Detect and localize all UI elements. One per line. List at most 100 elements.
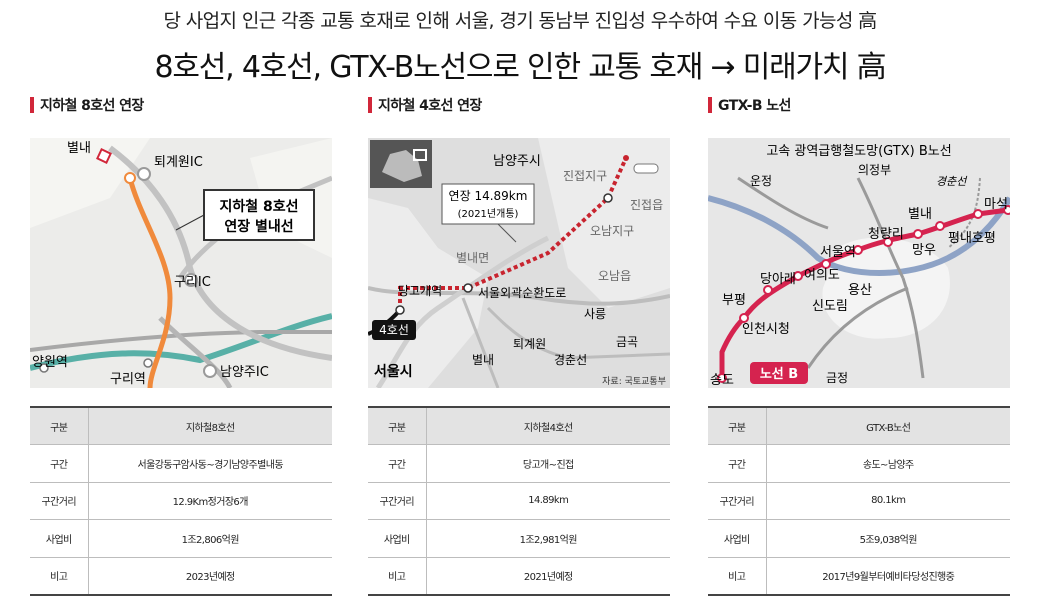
line-b-badge: 노선 B (760, 366, 798, 382)
label-danga: 당아래 (760, 272, 796, 287)
table-cell-key: 비고 (30, 557, 89, 596)
label-cheongnyangni: 청량리 (868, 227, 904, 242)
label-songdo: 송도 (710, 373, 734, 388)
table-header-key: 구분 (30, 406, 89, 446)
table-cell-key: 구간거리 (368, 482, 427, 521)
map-line4: 연장 14.89km (2021년개통) 남양주시 진접지구 진접읍 오남지구 … (368, 138, 670, 388)
table-cell-key: 사업비 (30, 519, 89, 558)
label-maseok: 마석 (984, 197, 1008, 212)
label-mangu: 망우 (912, 243, 936, 258)
table-header-value: 지하철8호선 (88, 406, 332, 446)
table-cell-value: 2023년예정 (88, 557, 332, 596)
table-header-value: GTX-B노선 (766, 406, 1010, 446)
table-row: 비고 2017년9월부터예비타당성진행중 (708, 557, 1010, 596)
panel-title-text: GTX-B 노선 (718, 98, 791, 114)
table-cell-value: 2021년예정 (426, 557, 670, 596)
panel-gtx-b: GTX-B 노선 (708, 94, 1010, 596)
label-guri-ic: 구리IC (174, 275, 211, 290)
table-cell-value: 1조2,981억원 (426, 519, 670, 558)
label-yeouido: 여의도 (804, 268, 840, 283)
panel-title-text: 지하철 8호선 연장 (40, 98, 144, 114)
table-header-key: 구분 (708, 406, 767, 446)
headline-title: 8호선, 4호선, GTX-B노선으로 인한 교통 호재 → 미래가치 高 (154, 50, 887, 85)
table-row: 비고 2023년예정 (30, 557, 332, 596)
table-row: 구간거리 12.9Km정거장6개 (30, 482, 332, 521)
info-table: 구분 지하철8호선 구간 서울강동구암사동~경기남양주별내동 구간거리 12.9… (30, 406, 332, 596)
table-cell-key: 구간거리 (708, 482, 767, 521)
label-uijeongbu: 의정부 (858, 163, 891, 177)
table-cell-value: 1조2,806억원 (88, 519, 332, 558)
table-row: 구간 당고개~진접 (368, 444, 670, 483)
label-onam-eup: 오남읍 (598, 269, 631, 283)
title-accent-bar (708, 97, 712, 113)
table-row: 구간거리 80.1km (708, 482, 1010, 521)
table-cell-key: 비고 (368, 557, 427, 596)
label-onam-jigu: 오남지구 (590, 224, 634, 238)
table-header-value: 지하철4호선 (426, 406, 670, 446)
label-ring-road: 서울외곽순환도로 (478, 286, 566, 300)
label-yangwon: 양원역 (32, 355, 68, 370)
table-cell-key: 구간 (368, 444, 427, 483)
table-row: 사업비 5조9,038억원 (708, 519, 1010, 558)
label-byeolnae: 별내 (908, 207, 932, 222)
table-header-row: 구분 GTX-B노선 (708, 406, 1010, 446)
line4-badge: 4호선 (379, 323, 409, 337)
label-danggogae: 당고개역 (398, 284, 442, 298)
panel-title: 지하철 8호선 연장 (30, 94, 332, 116)
label-byeolnae: 별내 (67, 141, 91, 156)
label-geumjeong: 금정 (826, 371, 848, 385)
label-namyangju-ic: 남양주IC (220, 365, 269, 380)
map-gtx-b: 고속 광역급행철도망(GTX) B노선 운정 의정부 경춘선 마석 별내 평내호… (708, 138, 1010, 388)
table-cell-value: 송도~남양주 (766, 444, 1010, 483)
table-row: 비고 2021년예정 (368, 557, 670, 596)
label-yongsan: 용산 (848, 283, 872, 298)
panel-title: GTX-B 노선 (708, 94, 1010, 116)
table-row: 구간 서울강동구암사동~경기남양주별내동 (30, 444, 332, 483)
table-cell-key: 비고 (708, 557, 767, 596)
table-row: 구간거리 14.89km (368, 482, 670, 521)
label-seoul-station: 서울역 (820, 245, 856, 260)
label-jinjeop-jigu: 진접지구 (563, 169, 607, 183)
label-ujeong: 운정 (750, 174, 772, 188)
label-bupyeong: 부평 (722, 293, 746, 308)
table-cell-value: 5조9,038억원 (766, 519, 1010, 558)
panel-line8: 지하철 8호선 연장 지하철 8호선 연장 별내선 별내 퇴계원IC (30, 94, 332, 596)
label-byeolnae-myeon: 별내면 (456, 251, 489, 265)
extension-opening: (2021년개통) (458, 208, 519, 220)
table-row: 사업비 1조2,806억원 (30, 519, 332, 558)
table-cell-key: 구간 (30, 444, 89, 483)
title-accent-bar (368, 97, 372, 113)
table-cell-value: 당고개~진접 (426, 444, 670, 483)
table-row: 사업비 1조2,981억원 (368, 519, 670, 558)
table-cell-value: 14.89km (426, 482, 670, 521)
panel-title: 지하철 4호선 연장 (368, 94, 670, 116)
callout-line1: 지하철 8호선 (219, 198, 298, 215)
label-sareung: 사릉 (584, 307, 606, 321)
panel-title-text: 지하철 4호선 연장 (378, 98, 482, 114)
label-gyeongchun: 경춘선 (554, 353, 587, 367)
table-cell-value: 80.1km (766, 482, 1010, 521)
panel-line4: 지하철 4호선 연장 연장 14.89km (2021년개통) 남양주시 (368, 94, 670, 596)
label-gyeongchun: 경춘선 (936, 175, 968, 188)
label-pyeongnae-hopyeong: 평내호평 (948, 231, 996, 246)
label-incheon-cityhall: 인천시청 (742, 322, 790, 337)
title-accent-bar (30, 97, 34, 113)
label-sindorim: 신도림 (812, 299, 848, 314)
table-cell-key: 구간거리 (30, 482, 89, 521)
table-cell-key: 사업비 (708, 519, 767, 558)
map-source: 자료: 국토교통부 (602, 376, 666, 387)
label-byeolnae: 별내 (472, 353, 494, 367)
table-header-key: 구분 (368, 406, 427, 446)
info-table: 구분 지하철4호선 구간 당고개~진접 구간거리 14.89km 사업비 1조2… (368, 406, 670, 596)
table-row: 구간 송도~남양주 (708, 444, 1010, 483)
label-jinjeop-eup: 진접읍 (630, 198, 663, 212)
table-cell-key: 사업비 (368, 519, 427, 558)
table-header-row: 구분 지하철4호선 (368, 406, 670, 446)
label-toegyewon-ic: 퇴계원IC (154, 155, 203, 170)
table-header-row: 구분 지하철8호선 (30, 406, 332, 446)
table-cell-key: 구간 (708, 444, 767, 483)
table-cell-value: 12.9Km정거장6개 (88, 482, 332, 521)
label-seoul-si: 서울시 (374, 363, 413, 380)
callout-line2: 연장 별내선 (224, 218, 293, 235)
extension-length: 연장 14.89km (449, 189, 528, 203)
